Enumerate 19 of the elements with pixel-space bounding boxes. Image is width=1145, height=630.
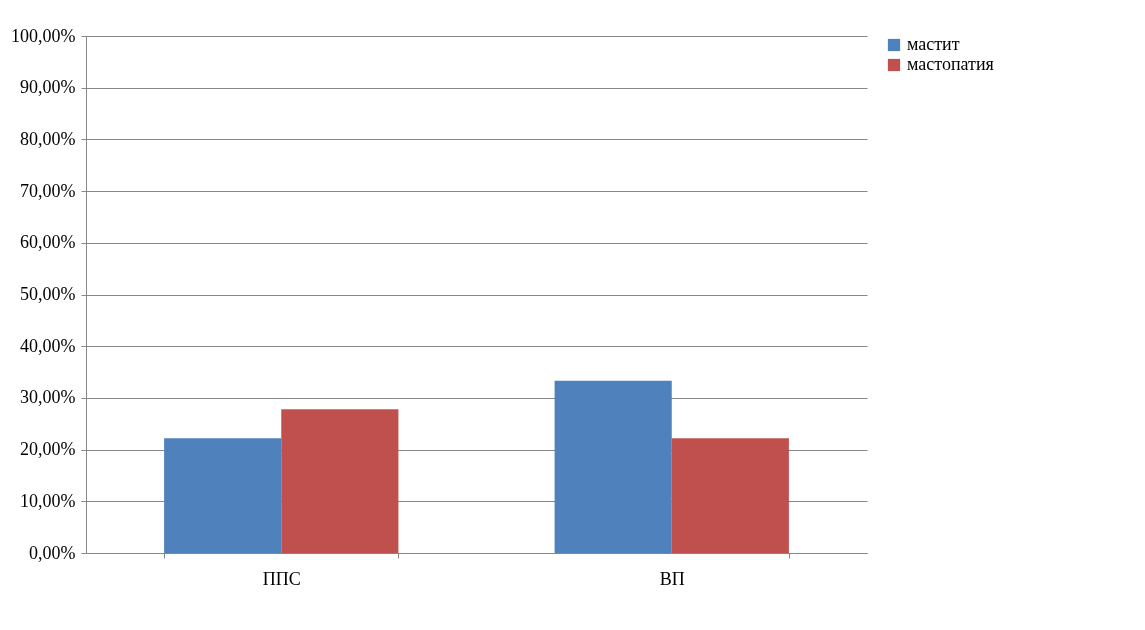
y-tick-label: 50,00% xyxy=(20,284,76,304)
y-tick-label: 60,00% xyxy=(20,232,76,253)
bar xyxy=(671,438,789,553)
y-tick-label: 20,00% xyxy=(20,439,76,460)
y-tick-label: 80,00% xyxy=(20,128,76,149)
bar xyxy=(164,438,282,553)
bar xyxy=(554,380,672,553)
y-tick-label: 70,00% xyxy=(20,180,76,201)
y-tick-label: 30,00% xyxy=(20,387,76,408)
y-tick-label: 10,00% xyxy=(20,490,76,511)
y-tick-label: 0,00% xyxy=(29,542,76,563)
x-tick-label: ППС xyxy=(262,568,301,589)
legend-label: мастит xyxy=(907,34,960,54)
y-tick-label: 40,00% xyxy=(20,335,76,356)
x-tick-label: ВП xyxy=(659,568,685,589)
y-tick-label: 100,00% xyxy=(11,25,76,46)
legend-label: мастопатия xyxy=(907,54,994,74)
bar xyxy=(281,409,399,553)
y-tick-label: 90,00% xyxy=(20,77,76,98)
